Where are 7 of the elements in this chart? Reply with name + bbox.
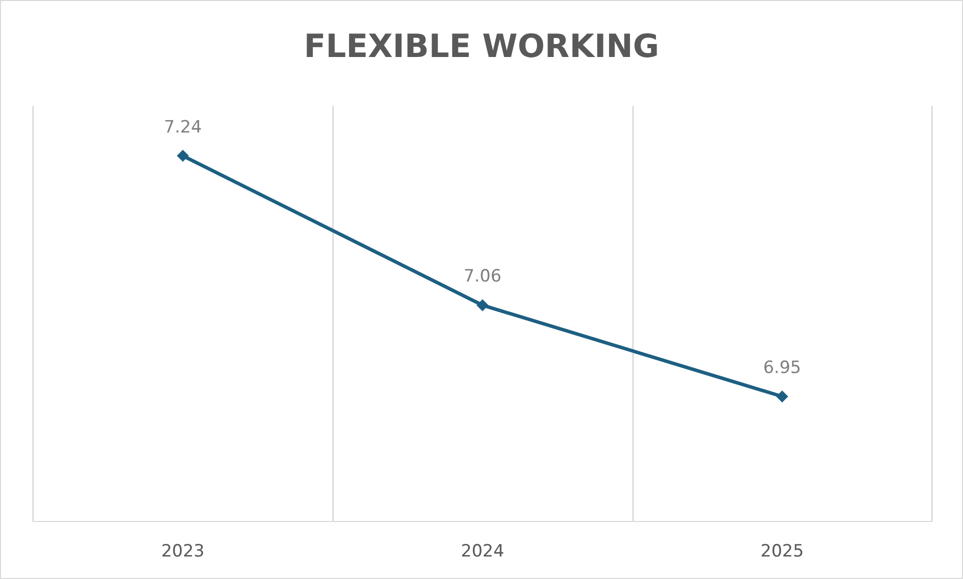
data-label: 7.24: [164, 117, 202, 138]
chart-title: FLEXIBLE WORKING: [304, 27, 660, 65]
data-label: 6.95: [763, 358, 802, 378]
x-tick-label: 2025: [760, 542, 804, 562]
x-tick-label: 2023: [161, 542, 204, 562]
x-tick-label: 2024: [460, 542, 504, 562]
data-label: 7.06: [464, 266, 502, 287]
